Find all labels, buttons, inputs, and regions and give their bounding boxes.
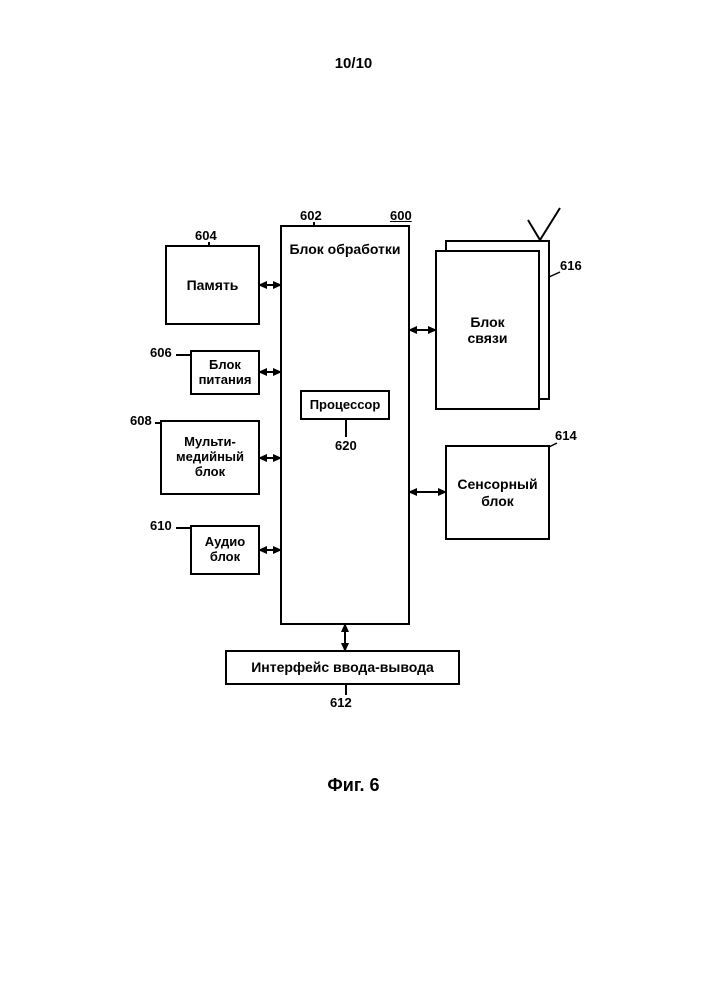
leader-606 xyxy=(176,354,191,356)
ref-614: 614 xyxy=(555,428,577,443)
sensor-label: Сенсорный блок xyxy=(457,476,537,508)
leader-604 xyxy=(208,242,210,247)
sensor-block: Сенсорный блок xyxy=(445,445,550,540)
processing-label: Блок обработки xyxy=(289,241,400,257)
processor-label: Процессор xyxy=(310,398,381,413)
leader-616 xyxy=(549,272,560,277)
multimedia-label: Мульти- медийный блок xyxy=(176,435,244,480)
antenna-icon xyxy=(528,208,560,240)
memory-block: Память xyxy=(165,245,260,325)
diagram-stage: 10/10 600 Блок обработки 602 Процессор 6… xyxy=(0,0,707,1000)
audio-block: Аудио блок xyxy=(190,525,260,575)
ref-606: 606 xyxy=(150,345,172,360)
io-block: Интерфейс ввода-вывода xyxy=(225,650,460,685)
leader-610 xyxy=(176,527,191,529)
io-label: Интерфейс ввода-вывода xyxy=(251,659,434,675)
comm-block: Блок связи xyxy=(435,250,540,410)
ref-612: 612 xyxy=(330,695,352,710)
leader-608 xyxy=(155,422,162,424)
leader-620 xyxy=(345,420,347,437)
ref-620: 620 xyxy=(335,438,357,453)
leader-602 xyxy=(313,222,315,227)
leader-612 xyxy=(345,685,347,695)
multimedia-block: Мульти- медийный блок xyxy=(160,420,260,495)
power-block: Блок питания xyxy=(190,350,260,395)
ref-616: 616 xyxy=(560,258,582,273)
processor-block: Процессор xyxy=(300,390,390,420)
ref-600: 600 xyxy=(390,208,412,223)
ref-610: 610 xyxy=(150,518,172,533)
ref-604: 604 xyxy=(195,228,217,243)
power-label: Блок питания xyxy=(199,358,252,388)
figure-caption: Фиг. 6 xyxy=(0,775,707,796)
comm-label: Блок связи xyxy=(468,314,508,346)
audio-label: Аудио блок xyxy=(205,535,245,565)
ref-602: 602 xyxy=(300,208,322,223)
ref-608: 608 xyxy=(130,413,152,428)
leader-614 xyxy=(549,443,557,447)
page-number: 10/10 xyxy=(0,55,707,72)
memory-label: Память xyxy=(187,277,239,293)
